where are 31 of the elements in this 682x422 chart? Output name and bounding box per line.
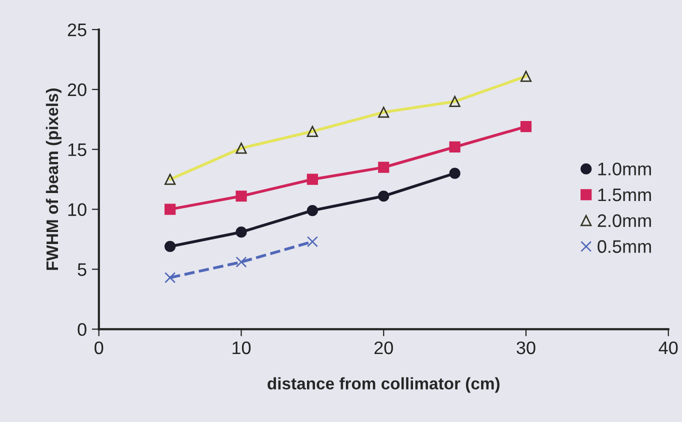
point: [306, 174, 318, 185]
point: [236, 256, 247, 268]
point: [164, 240, 176, 252]
x-tick-label: 0: [94, 341, 104, 354]
x-tick-label: 20: [374, 341, 393, 354]
legend-label: 2.0mm: [598, 214, 651, 228]
y-tick-label: 0: [78, 323, 86, 336]
legend-label: 1.0mm: [598, 162, 651, 176]
y-tick-label: 25: [68, 23, 86, 36]
point: [164, 204, 176, 215]
point: [306, 236, 318, 248]
point: [306, 204, 318, 216]
point: [236, 226, 247, 238]
y-tick-label: 10: [68, 203, 86, 216]
legend-label: 0.5mm: [598, 240, 651, 253]
x-tick-label: 30: [516, 341, 536, 354]
point: [520, 121, 532, 132]
y-tick-label: 20: [68, 83, 86, 96]
y-tick-label: 5: [78, 263, 86, 276]
point: [449, 168, 460, 179]
point: [378, 162, 390, 173]
point: [236, 190, 247, 202]
y-tick-label: 15: [68, 144, 86, 156]
y-axis-title: FWHM of beam (pixels): [46, 88, 62, 270]
x-axis-title: distance from collimator (cm): [268, 377, 500, 393]
point: [164, 272, 176, 284]
x-tick-label: 10: [232, 341, 251, 354]
x-tick-label: 40: [658, 341, 678, 354]
legend-label: 1.5mm: [598, 188, 651, 202]
point: [378, 190, 390, 202]
point: [449, 141, 460, 153]
